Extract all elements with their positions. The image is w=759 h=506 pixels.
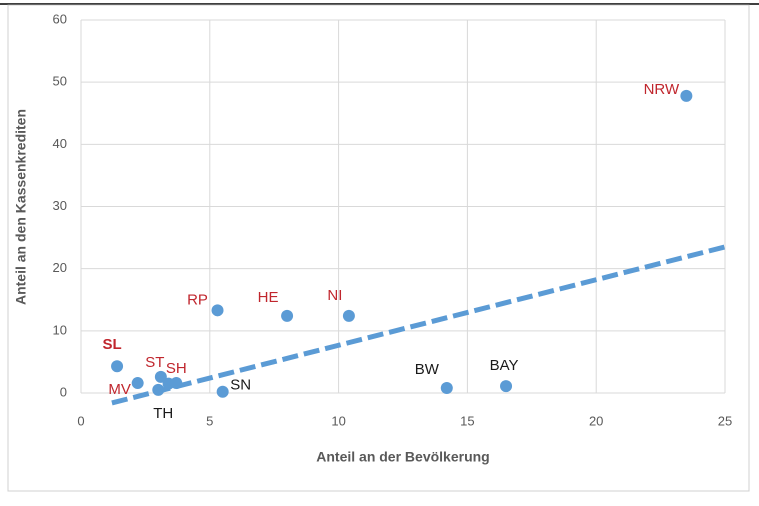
data-point — [211, 304, 224, 317]
trend-line — [111, 244, 726, 406]
data-point — [131, 377, 144, 390]
point-label: SH — [166, 360, 187, 377]
point-label: TH — [153, 405, 173, 422]
chart-frame — [7, 4, 750, 492]
data-point — [440, 382, 453, 395]
point-label: MV — [108, 381, 131, 398]
x-tick-label: 15 — [460, 413, 474, 428]
data-point — [111, 360, 124, 373]
y-tick-label: 50 — [53, 74, 67, 89]
y-tick-label: 30 — [53, 198, 67, 213]
point-label: BW — [415, 361, 440, 378]
data-point — [281, 309, 294, 322]
y-tick-label: 40 — [53, 136, 67, 151]
point-label: HE — [258, 289, 279, 306]
data-point — [152, 383, 165, 396]
y-tick-label: 10 — [53, 322, 67, 337]
y-tick-label: 20 — [53, 260, 67, 275]
data-point — [500, 380, 513, 393]
point-label: ST — [145, 354, 164, 371]
data-point — [170, 377, 183, 390]
data-point — [342, 309, 355, 322]
x-tick-label: 25 — [718, 413, 732, 428]
point-label: RP — [187, 291, 208, 308]
x-tick-label: 5 — [206, 413, 213, 428]
data-point — [216, 385, 229, 398]
point-label: SL — [102, 336, 121, 353]
x-axis-title: Anteil an der Bevölkerung — [316, 449, 489, 465]
x-tick-label: 10 — [331, 413, 345, 428]
x-tick-label: 0 — [77, 413, 84, 428]
data-point — [680, 89, 693, 102]
point-label: NRW — [644, 81, 680, 98]
x-tick-label: 20 — [589, 413, 603, 428]
point-label: NI — [327, 287, 342, 304]
point-label: SN — [230, 377, 251, 394]
y-axis-title: Anteil an den Kassenkrediten — [13, 109, 29, 305]
y-tick-label: 0 — [60, 384, 67, 399]
point-label: BAY — [490, 357, 519, 374]
data-point — [154, 370, 167, 383]
y-tick-label: 60 — [53, 11, 67, 26]
